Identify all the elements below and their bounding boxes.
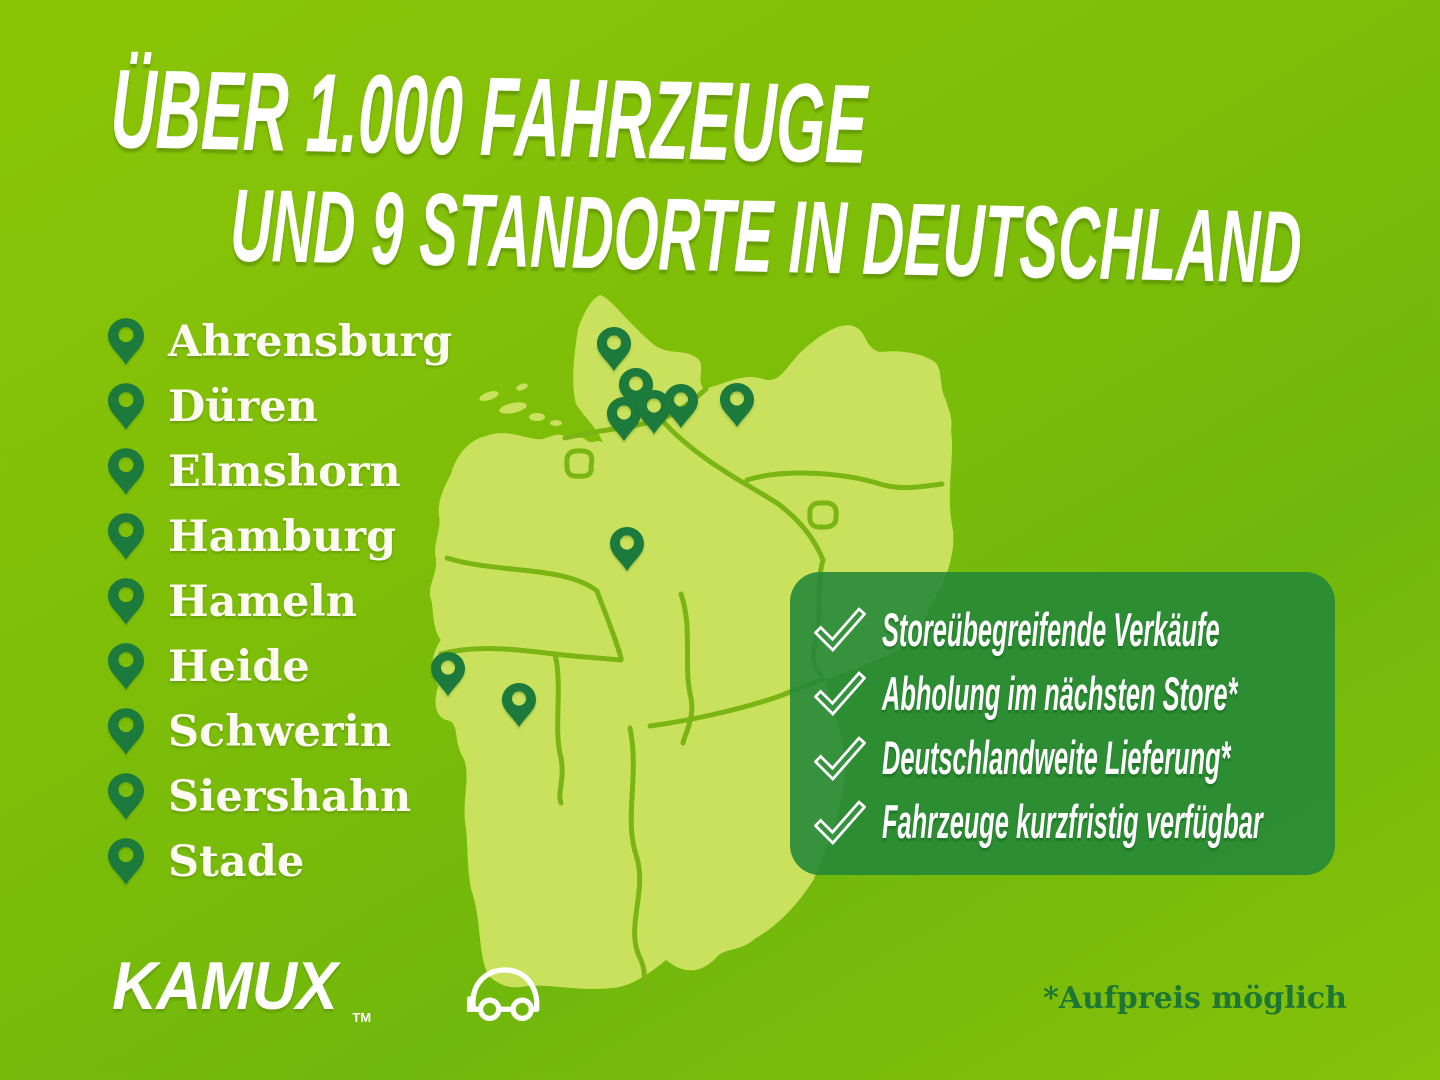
headline: ÜBER 1.000 FAHRZEUGE UND 9 STANDORTE IN … [107,46,1440,318]
list-item: Stade [108,829,452,894]
kamux-wordmark: KAMUX [112,948,338,1024]
benefit-label: Deutschlandweite Lieferung* [882,731,1231,785]
store-pin-icon [720,383,754,427]
list-item: Siershahn [108,764,452,829]
city-name: Heide [168,641,310,692]
map-pin-icon [108,513,144,560]
benefit-row: Deutschlandweite Lieferung* [814,727,1315,789]
city-name: Schwerin [168,706,392,757]
kamux-logo: KAMUX TM [112,948,540,1025]
map-pin-icon [108,383,144,430]
benefit-row: Storeübegreifende Verkäufe [814,598,1315,660]
city-name: Hamburg [168,511,397,562]
city-name: Stade [168,836,305,887]
list-item: Düren [108,374,452,439]
trademark-symbol: TM [352,1010,372,1025]
list-item: Hameln [108,569,452,634]
benefit-row: Abholung im nächsten Store* [814,662,1315,724]
list-item: Ahrensburg [108,309,452,374]
city-name: Düren [168,381,318,432]
car-icon [466,967,540,1022]
map-pin-icon [108,643,144,690]
store-pin-icon [664,384,698,428]
store-pin-icon [607,397,641,441]
check-icon [814,670,866,716]
city-name: Hameln [168,576,357,627]
list-item: Hamburg [108,504,452,569]
map-pin-icon [108,318,144,365]
map-pin-icon [108,838,144,885]
city-name: Ahrensburg [168,316,453,367]
map-pin-icon [108,773,144,820]
benefit-label: Abholung im nächsten Store* [882,666,1238,720]
store-pin-icon [597,327,631,371]
city-name: Siershahn [168,771,412,822]
benefits-panel: Storeübegreifende Verkäufe Abholung im n… [790,572,1335,875]
map-pin-icon [108,448,144,495]
list-item: Schwerin [108,699,452,764]
store-pin-icon [502,683,536,727]
map-pin-icon [108,578,144,625]
disclaimer-note: *Aufpreis möglich [1043,981,1347,1016]
benefit-row: Fahrzeuge kurzfristig verfügbar [814,791,1315,853]
benefit-label: Fahrzeuge kurzfristig verfügbar [882,795,1263,849]
check-icon [814,606,866,652]
map-pin-icon [108,708,144,755]
list-item: Elmshorn [108,439,452,504]
benefit-label: Storeübegreifende Verkäufe [882,602,1220,656]
check-icon [814,735,866,781]
store-pin-icon [610,527,644,571]
location-list: Ahrensburg Düren Elmshorn Hamburg Hameln… [108,309,452,894]
check-icon [814,799,866,845]
city-name: Elmshorn [168,446,401,497]
list-item: Heide [108,634,452,699]
